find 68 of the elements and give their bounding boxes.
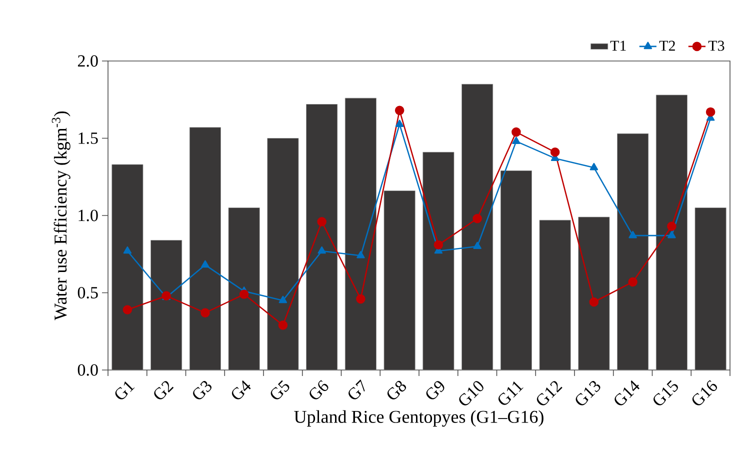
y-tick-label: 1.0 [78, 210, 98, 222]
x-tick-label: G5 [270, 380, 290, 400]
bar [228, 208, 260, 370]
y-tick-label: 1.5 [78, 132, 98, 144]
x-tick-label: G11 [498, 381, 524, 405]
bar [189, 127, 221, 370]
x-tick-label: G3 [193, 381, 212, 400]
bar [500, 170, 532, 370]
point [318, 246, 326, 254]
bar [462, 84, 494, 370]
point [394, 106, 404, 116]
point [123, 246, 132, 254]
point [317, 217, 326, 226]
x-tick-label: G10 [459, 381, 484, 406]
point [706, 107, 716, 117]
bar [617, 133, 649, 370]
bar [344, 98, 376, 370]
y-axis-title: Water use Efficiency (kgm$^{-3}$) [52, 111, 70, 320]
point [200, 308, 210, 318]
x-tick-label: G14 [614, 380, 640, 406]
bar [112, 164, 144, 370]
point [628, 230, 637, 238]
point [628, 277, 638, 287]
point [473, 242, 482, 250]
x-tick-label: G6 [310, 380, 328, 400]
bar [422, 152, 454, 370]
bar [694, 208, 726, 370]
x-tick-label: G9 [426, 381, 444, 400]
legend-label: T2 [659, 40, 675, 51]
bar [384, 190, 416, 370]
bar [656, 94, 688, 370]
point [395, 120, 404, 127]
point [512, 136, 520, 144]
point [667, 222, 676, 231]
x-tick-label: G2 [154, 381, 174, 400]
x-axis-title: Upland Rice Gentopyes (G1–G16) [294, 410, 544, 427]
point [434, 240, 444, 250]
bar [267, 138, 299, 370]
point [589, 297, 599, 307]
y-tick-label: 2.0 [78, 55, 98, 67]
bar [150, 240, 182, 370]
bar [539, 220, 571, 370]
x-tick-label: G15 [654, 380, 678, 406]
point [122, 305, 132, 314]
point [239, 290, 249, 299]
point [356, 294, 366, 304]
y-tick-label: 0.0 [78, 364, 98, 376]
point [201, 260, 210, 268]
point [278, 296, 288, 304]
x-tick-label: G1 [115, 381, 135, 400]
x-tick-label: G16 [692, 380, 717, 406]
x-tick-label: G7 [348, 380, 365, 400]
x-tick-label: G8 [387, 380, 406, 400]
y-tick-label: 0.5 [78, 286, 98, 299]
bar [578, 216, 610, 370]
legend-label: T3 [708, 40, 724, 51]
point [550, 147, 560, 157]
x-tick-label: G12 [536, 381, 562, 406]
point [356, 251, 365, 258]
x-tick-label: G4 [232, 380, 251, 400]
legend-label: T1 [610, 40, 626, 51]
point [590, 162, 598, 170]
point [472, 214, 482, 224]
point [278, 320, 288, 330]
bar [306, 104, 338, 370]
point [512, 127, 521, 137]
x-tick-label: G13 [576, 381, 600, 406]
point [668, 230, 676, 238]
